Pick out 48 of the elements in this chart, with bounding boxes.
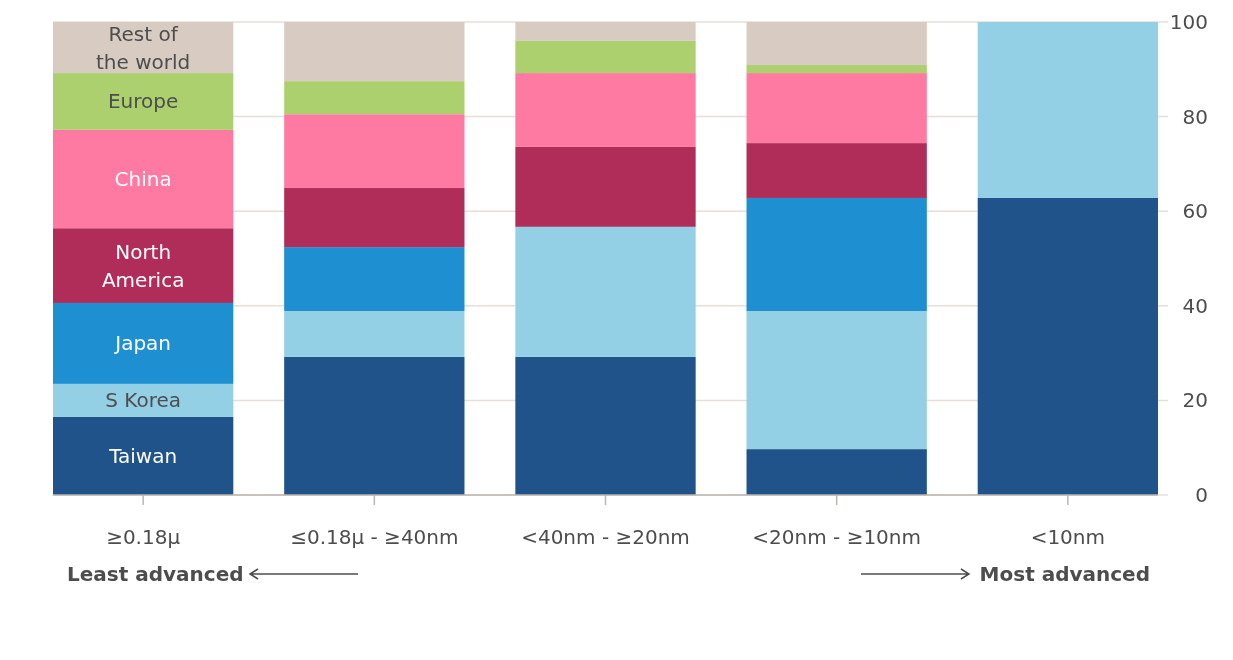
bar (746, 65, 927, 74)
bar (515, 356, 696, 495)
bar (53, 416, 234, 495)
bar (284, 188, 465, 248)
y-tick-label: 80 (1182, 104, 1208, 129)
bar (515, 73, 696, 147)
y-tick-label: 60 (1182, 199, 1208, 224)
x-tick-label: ≤0.18μ - ≥40nm (290, 525, 459, 549)
series-label: Rest of the world (96, 21, 191, 74)
bar (746, 22, 927, 66)
series-label: S Korea (105, 388, 182, 413)
bar (977, 197, 1158, 495)
bar (515, 22, 696, 41)
series-label: Europe (107, 89, 179, 114)
bar (53, 228, 234, 303)
y-tick-label: 0 (1195, 483, 1208, 507)
bar (746, 73, 927, 144)
y-tick-label: 100 (1169, 10, 1208, 34)
bar (746, 449, 927, 495)
series-label: Taiwan (108, 443, 178, 468)
bar (284, 81, 465, 115)
bar (53, 129, 234, 229)
y-tick-label: 20 (1182, 388, 1208, 413)
bar (977, 22, 1158, 198)
bar (53, 302, 234, 384)
x-tick-label: <40nm - ≥20nm (521, 525, 690, 549)
bar (746, 197, 927, 311)
series-label: China (114, 167, 172, 192)
bar (284, 311, 465, 357)
bar (284, 22, 465, 82)
bar (53, 383, 234, 417)
bar (515, 40, 696, 74)
bar (746, 311, 927, 450)
bar (284, 114, 465, 189)
text: Most advanced (979, 562, 1150, 586)
bar (515, 226, 696, 357)
bar (53, 73, 234, 130)
series-label: Japan (113, 331, 172, 356)
x-tick-label: <10nm (1030, 525, 1106, 549)
text: Least advanced (67, 562, 244, 586)
y-tick-label: 40 (1182, 293, 1208, 318)
bar (284, 247, 465, 311)
series-label: North America (101, 239, 185, 292)
x-tick-label: <20nm - ≥10nm (752, 525, 922, 549)
bar (746, 143, 927, 198)
bar (284, 356, 465, 495)
bar (515, 146, 696, 227)
x-tick-label: ≥0.18μ (106, 525, 181, 549)
